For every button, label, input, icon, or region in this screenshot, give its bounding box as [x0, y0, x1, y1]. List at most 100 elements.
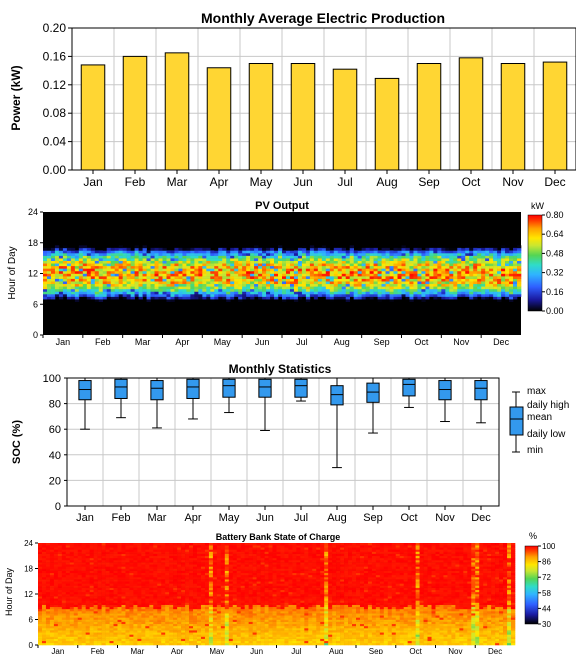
- heatmap-cell: [224, 615, 230, 618]
- heatmap-cell: [193, 638, 198, 642]
- heatmap-cell: [206, 258, 211, 261]
- heatmap-cell: [429, 268, 434, 272]
- heatmap-cell: [282, 273, 287, 277]
- heatmap-cell: [154, 253, 159, 256]
- heatmap-cell: [77, 579, 83, 582]
- heatmap-cell: [190, 291, 195, 295]
- heatmap-cell: [77, 632, 83, 635]
- heatmap-cell: [285, 263, 291, 267]
- heatmap-cell: [234, 291, 239, 295]
- heatmap-cell: [177, 568, 182, 571]
- heatmap-cell: [204, 636, 210, 639]
- heatmap-cell: [49, 604, 55, 608]
- heatmap-cell: [97, 581, 102, 584]
- heatmap-cell: [38, 560, 43, 563]
- heatmap-cell: [505, 294, 510, 297]
- heatmap-cell: [401, 247, 406, 251]
- heatmap-cell: [186, 291, 191, 295]
- heatmap-cell: [137, 623, 142, 627]
- heatmap-cell: [305, 268, 311, 272]
- heatmap-cell: [169, 638, 174, 642]
- heatmap-cell: [321, 273, 327, 277]
- heatmap-cell: [397, 294, 402, 297]
- heatmap-cell: [69, 551, 75, 554]
- heatmap-cell: [189, 568, 194, 571]
- heatmap-cell: [216, 549, 222, 552]
- heatmap-cell: [53, 596, 59, 599]
- heatmap-cell: [193, 617, 198, 620]
- heatmap-cell: [114, 286, 119, 290]
- heatmap-cell: [169, 557, 174, 561]
- heatmap-cell: [242, 286, 247, 290]
- heatmap-cell: [43, 263, 48, 267]
- heatmap-cell: [89, 553, 94, 557]
- heatmap-cell: [94, 294, 100, 297]
- heatmap-cell: [469, 273, 474, 277]
- heatmap-cell: [397, 258, 402, 261]
- heatmap-cell: [73, 577, 79, 580]
- heatmap-cell: [181, 628, 186, 631]
- heatmap-cell: [381, 283, 386, 287]
- heatmap-cell: [481, 273, 486, 277]
- heatmap-cell: [230, 273, 235, 277]
- heatmap-cell: [337, 260, 343, 264]
- heatmap-cell: [141, 568, 146, 571]
- heatmap-cell: [149, 642, 154, 646]
- heatmap-cell: [125, 547, 130, 550]
- heatmap-cell: [77, 604, 83, 608]
- heatmap-cell: [254, 270, 259, 274]
- box-jul: [294, 378, 308, 398]
- heatmap-cell: [218, 268, 223, 272]
- x-tick-label: Mar: [167, 175, 188, 189]
- heatmap-cell: [369, 258, 374, 261]
- heatmap-cell: [54, 273, 60, 277]
- heatmap-cell: [325, 253, 331, 256]
- heatmap-cell: [262, 268, 267, 272]
- heatmap-cell: [309, 286, 315, 290]
- heatmap-cell: [224, 606, 230, 610]
- heatmap-cell: [421, 296, 426, 300]
- heatmap-cell: [93, 630, 98, 633]
- heatmap-cell: [125, 551, 130, 554]
- heatmap-cell: [173, 547, 178, 550]
- heatmap-cell: [393, 260, 398, 264]
- heatmap-cell: [329, 258, 335, 261]
- heatmap-cell: [200, 640, 206, 644]
- heatmap-cell: [130, 281, 135, 285]
- heatmap-cell: [97, 551, 102, 554]
- heatmap-cell: [118, 247, 123, 251]
- heatmap-cell: [86, 294, 92, 297]
- heatmap-cell: [177, 553, 182, 557]
- heatmap-cell: [145, 640, 150, 644]
- heatmap-cell: [465, 247, 470, 251]
- heatmap-cell: [101, 642, 106, 646]
- heatmap-cell: [174, 288, 179, 292]
- heatmap-cell: [137, 600, 142, 603]
- heatmap-cell: [465, 268, 470, 272]
- heatmap-cell: [445, 260, 450, 264]
- heatmap-cell: [433, 260, 438, 264]
- heatmap-cell: [333, 268, 339, 272]
- heatmap-cell: [224, 591, 230, 595]
- heatmap-cell: [285, 260, 291, 264]
- heatmap-cell: [246, 273, 251, 277]
- heatmap-cell: [309, 268, 315, 272]
- heatmap-cell: [200, 642, 206, 646]
- heatmap-cell: [301, 286, 307, 290]
- heatmap-cell: [361, 255, 366, 259]
- heatmap-cell: [49, 634, 55, 637]
- heatmap-cell: [228, 611, 234, 614]
- heatmap-cell: [121, 617, 126, 620]
- heatmap-cell: [216, 640, 222, 644]
- heatmap-cell: [357, 253, 362, 256]
- heatmap-cell: [109, 545, 114, 548]
- heatmap-cell: [469, 268, 474, 272]
- heatmap-cell: [113, 555, 118, 559]
- heatmap-cell: [57, 581, 63, 584]
- heatmap-cell: [157, 636, 162, 639]
- heatmap-cell: [197, 572, 202, 576]
- heatmap-cell: [43, 265, 48, 269]
- heatmap-cell: [381, 294, 386, 297]
- heatmap-cell: [182, 288, 187, 292]
- heatmap-cell: [497, 278, 502, 282]
